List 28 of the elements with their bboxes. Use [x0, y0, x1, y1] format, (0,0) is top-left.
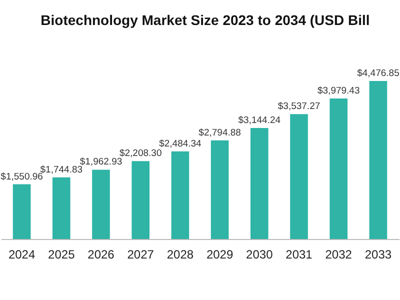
- data-label: $4,476.85: [357, 68, 400, 79]
- bar: [12, 184, 31, 239]
- bar: [132, 161, 150, 239]
- bar: [210, 140, 229, 239]
- bar: [92, 170, 110, 239]
- data-label: $3,144.24: [238, 115, 281, 126]
- data-label: $2,794.88: [198, 127, 241, 138]
- bar: [52, 177, 70, 239]
- x-tick-label: 2031: [286, 248, 313, 262]
- x-tick-label: 2029: [206, 248, 234, 262]
- x-tick-label: 2032: [325, 248, 352, 262]
- bar: [369, 81, 388, 239]
- bar: [330, 98, 348, 239]
- x-tick-label: 2030: [246, 248, 274, 262]
- x-tick-label: 2027: [127, 248, 154, 262]
- bar: [250, 128, 268, 239]
- x-tick-label: 2024: [8, 248, 36, 262]
- data-label: $3,537.27: [278, 101, 320, 112]
- bar: [290, 114, 308, 239]
- x-tick-label: 2033: [364, 248, 392, 262]
- x-tick-label: 2028: [166, 248, 194, 262]
- data-label: $2,484.34: [159, 138, 202, 150]
- data-label: $2,208.30: [119, 148, 162, 160]
- x-tick-label: 2026: [88, 248, 115, 262]
- x-tick-label: 2025: [48, 248, 76, 262]
- chart-title: Biotechnology Market Size 2023 to 2034 (USD Bill: [40, 12, 370, 28]
- bar: [171, 151, 190, 239]
- data-label: $3,979.43: [317, 86, 360, 97]
